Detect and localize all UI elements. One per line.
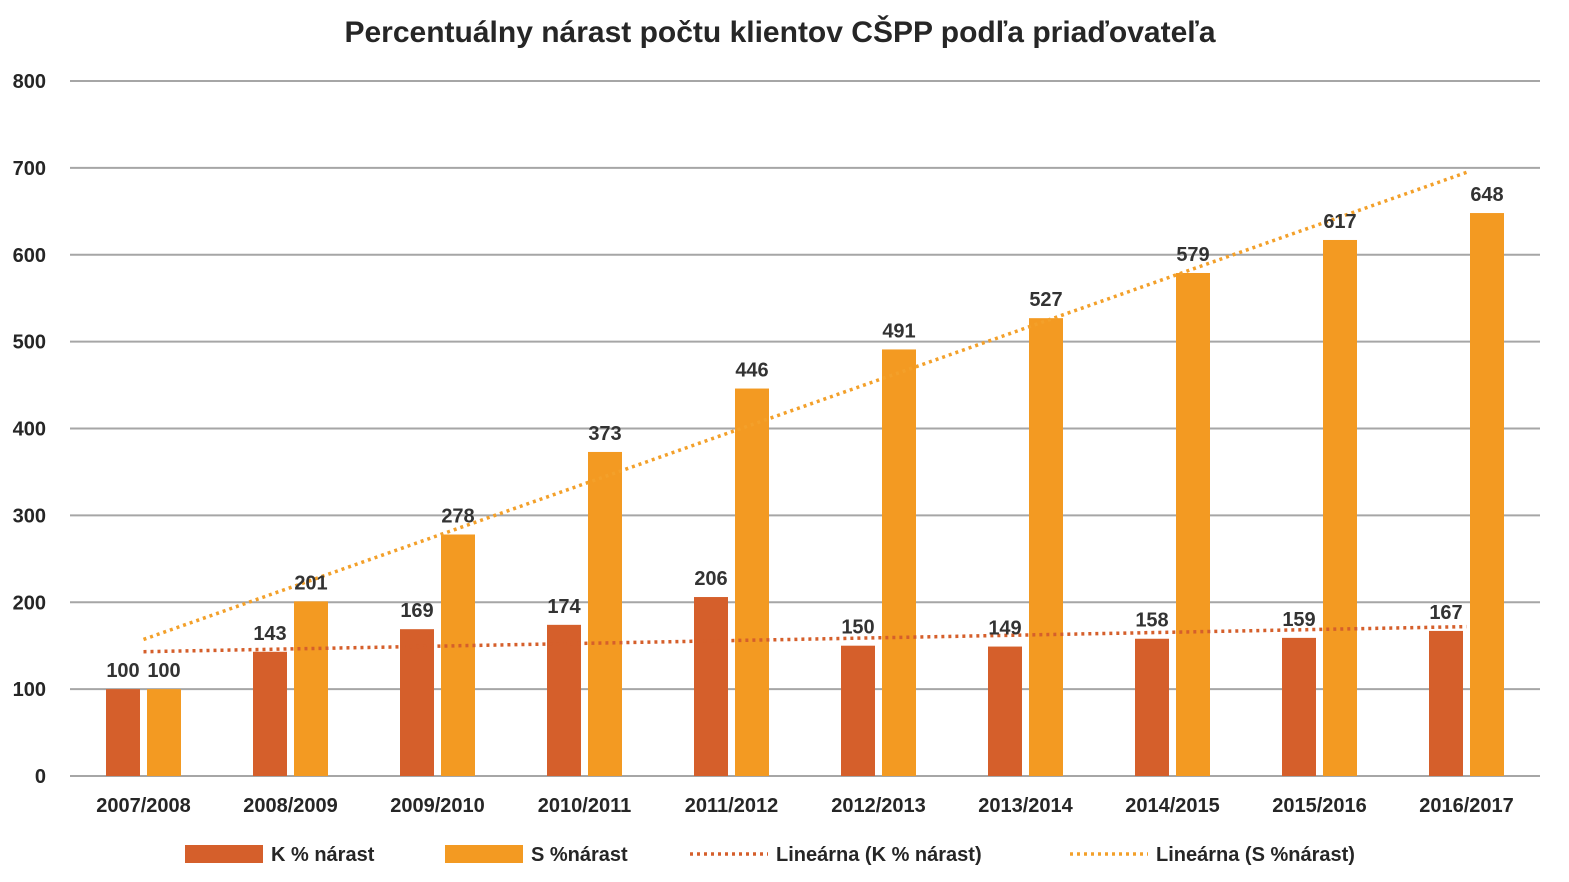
bar-s [1470,213,1504,777]
x-tick-label: 2015/2016 [1272,795,1367,817]
data-label-s: 201 [294,572,327,594]
data-label-k: 150 [841,617,874,639]
bar-k [1282,637,1316,776]
trendlines [142,170,1468,654]
y-axis: 0 100 200 300 400 500 600 700 800 [13,71,46,788]
bar-s [588,451,622,776]
bar-k [1135,638,1169,776]
legend-label: S %nárast [531,844,628,866]
bar-k [400,629,434,776]
bar-k [106,689,140,776]
data-label-s: 527 [1029,289,1062,311]
x-tick-label: 2012/2013 [831,795,926,817]
bar-s [1176,272,1210,776]
legend-swatch [445,845,523,863]
data-label-k: 158 [1135,610,1168,632]
bar-k [694,597,728,776]
y-tick-label: 400 [13,419,46,441]
data-label-s: 278 [441,505,474,527]
data-label-k: 167 [1429,602,1462,624]
bar-k [1429,630,1463,776]
data-label-s: 446 [735,360,768,382]
data-label-k: 143 [253,623,286,645]
data-label-s: 617 [1323,211,1356,233]
data-label-k: 169 [400,600,433,622]
bars [106,213,1504,777]
bar-k [253,651,287,776]
bar-s [735,388,769,776]
bar-s [441,534,475,776]
y-tick-label: 300 [13,505,46,527]
chart-title: Percentuálny nárast počtu klientov CŠPP … [344,15,1215,49]
trendline [142,170,1468,642]
x-tick-label: 2008/2009 [243,795,338,817]
data-label-k: 159 [1282,609,1315,631]
data-label-s: 579 [1176,244,1209,266]
bar-s [1323,239,1357,776]
y-tick-label: 600 [13,245,46,267]
trendline [143,624,1467,654]
legend-label: Lineárna (S %nárast) [1156,844,1355,866]
legend-label: K % nárast [271,844,375,866]
bar-k [841,645,875,776]
data-label-k: 149 [988,618,1021,640]
x-tick-label: 2010/2011 [538,795,631,817]
data-label-s: 491 [882,320,915,342]
x-tick-label: 2011/2012 [685,795,778,817]
bar-k [547,624,581,776]
y-tick-label: 0 [35,766,46,788]
data-label-k: 206 [694,568,727,590]
x-tick-label: 2016/2017 [1419,795,1514,817]
legend: K % nárast S %nárast Lineárna (K % nárast)… [185,844,1355,866]
bar-s [147,689,181,776]
data-label-k: 174 [547,596,581,618]
data-labels: 100 100 143 201 169 278 174 373 206 446 150 491 149 5… [106,184,1503,682]
x-tick-label: 2013/2014 [978,795,1073,817]
data-label-s: 648 [1470,184,1503,206]
bar-s [882,349,916,776]
legend-label: Lineárna (K % nárast) [776,844,982,866]
x-tick-label: 2007/2008 [96,795,191,817]
y-tick-label: 500 [13,332,46,354]
bar-s [294,601,328,776]
bar-k [988,646,1022,776]
data-label-s: 373 [588,423,621,445]
x-tick-label: 2009/2010 [390,795,485,817]
y-tick-label: 100 [13,679,46,701]
x-tick-label: 2014/2015 [1125,795,1220,817]
y-tick-label: 200 [13,592,46,614]
data-label-s: 100 [147,660,180,682]
data-label-k: 100 [106,660,139,682]
bar-s [1029,318,1063,776]
legend-swatch [185,845,263,863]
x-axis: 2007/2008 2008/2009 2009/2010 2010/2011 2011… [96,795,1514,817]
y-tick-label: 800 [13,71,46,93]
grid [70,80,1540,777]
y-tick-label: 700 [13,158,46,180]
